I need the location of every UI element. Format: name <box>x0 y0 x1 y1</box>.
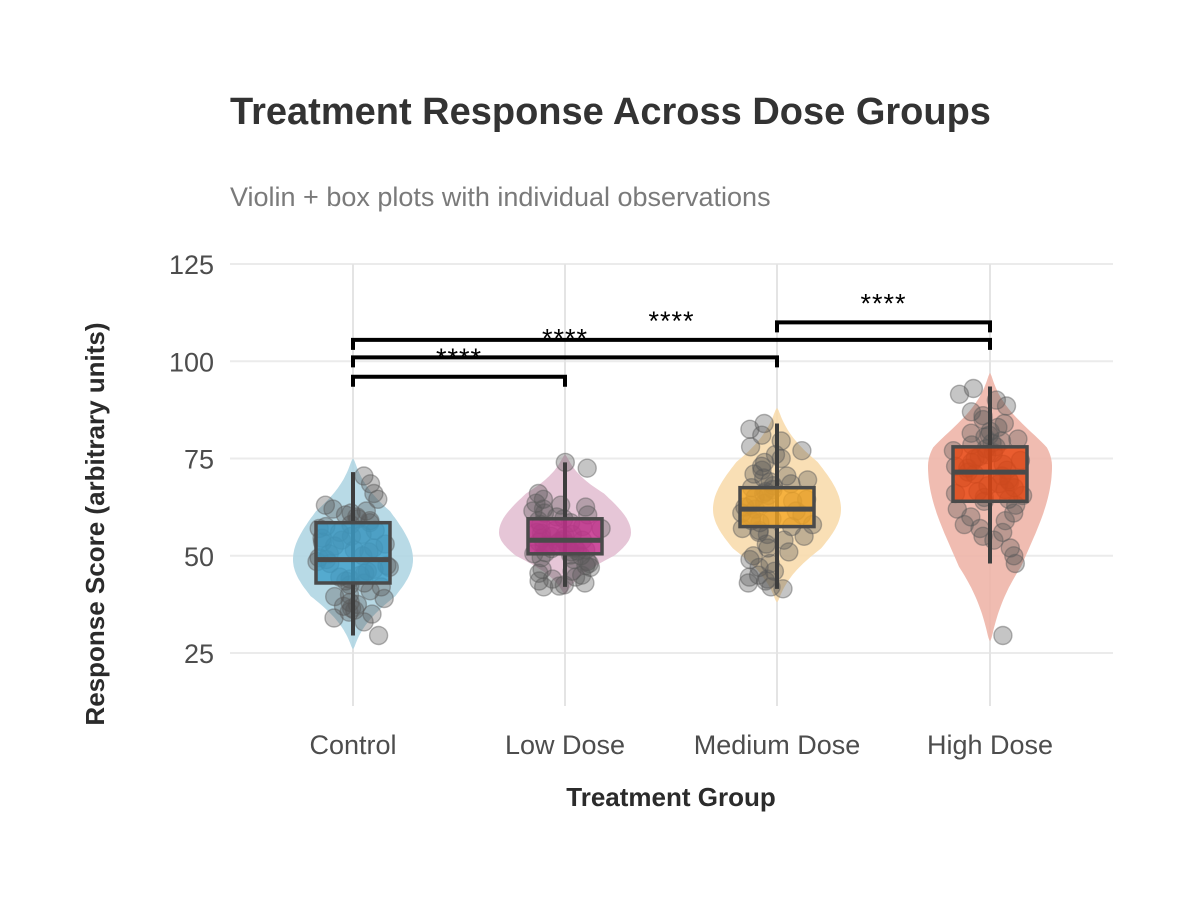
data-point <box>993 522 1013 543</box>
data-point <box>740 549 760 570</box>
data-point <box>323 499 343 519</box>
data-point <box>994 413 1014 434</box>
data-point <box>740 437 761 457</box>
sig-bracket-1 <box>351 355 779 368</box>
data-point <box>575 497 596 517</box>
data-point <box>534 577 554 597</box>
data-point <box>576 555 596 576</box>
data-point <box>771 448 791 469</box>
data-point <box>368 625 389 646</box>
data-point <box>792 441 812 461</box>
data-point <box>315 495 336 515</box>
box-plots <box>314 386 1029 636</box>
data-point <box>360 474 381 494</box>
data-point <box>794 526 814 546</box>
y-axis-title: Response Score (arbitrary units) <box>80 322 110 725</box>
data-point <box>1000 538 1020 558</box>
y-tick-label: 125 <box>169 250 214 280</box>
data-point <box>973 409 993 430</box>
data-point <box>577 458 597 478</box>
data-point <box>1005 553 1025 574</box>
sig-label-3: **** <box>860 288 906 318</box>
box-low-dose <box>526 517 604 556</box>
data-point <box>744 464 764 484</box>
data-point <box>961 507 981 527</box>
x-tick-label: Low Dose <box>505 730 625 760</box>
data-point <box>374 588 394 609</box>
data-point <box>528 483 549 504</box>
data-point <box>575 573 595 593</box>
data-point <box>1004 546 1024 566</box>
x-tick-label: Medium Dose <box>694 730 861 760</box>
data-point <box>368 489 388 509</box>
data-point <box>752 460 772 480</box>
data-point <box>364 483 384 504</box>
data-point <box>754 452 775 473</box>
data-point <box>529 571 549 591</box>
y-tick-labels: 25 50 75 100 125 <box>169 250 214 669</box>
data-point <box>354 612 374 632</box>
x-axis-title: Treatment Group <box>566 782 775 812</box>
data-point <box>743 546 764 566</box>
data-point <box>580 557 601 578</box>
data-point <box>756 571 776 591</box>
data-point <box>961 402 982 422</box>
data-point <box>542 569 563 589</box>
data-point <box>532 559 552 580</box>
chart-title: Treatment Response Across Dose Groups <box>230 91 991 133</box>
sig-label-2: **** <box>648 306 694 336</box>
x-tick-label: Control <box>309 730 396 760</box>
data-point <box>739 567 760 587</box>
data-point <box>325 586 345 607</box>
data-point <box>740 419 760 439</box>
sig-bracket-0 <box>351 374 567 387</box>
data-point <box>961 423 981 443</box>
data-point <box>748 565 769 585</box>
sig-bracket-2 <box>351 337 992 350</box>
data-point <box>749 557 769 578</box>
y-tick-label: 50 <box>184 542 214 572</box>
data-point <box>356 501 376 521</box>
y-tick-label: 75 <box>184 445 214 475</box>
data-point <box>324 608 344 628</box>
data-point <box>754 413 774 434</box>
data-point <box>984 530 1004 550</box>
data-point <box>572 565 592 585</box>
data-point <box>1004 503 1024 523</box>
data-point <box>779 542 799 562</box>
data-point <box>949 384 970 404</box>
data-point <box>954 514 974 535</box>
data-point <box>752 425 772 445</box>
data-point <box>362 604 382 624</box>
data-point <box>529 563 549 583</box>
sig-bracket-3 <box>775 320 992 333</box>
data-point <box>996 396 1017 416</box>
data-point <box>760 553 780 574</box>
data-point <box>533 489 554 509</box>
x-tick-label: High Dose <box>927 730 1053 760</box>
data-point <box>751 456 772 476</box>
y-tick-label: 100 <box>169 347 214 377</box>
data-point <box>963 378 984 399</box>
data-point <box>526 493 546 513</box>
y-tick-label: 25 <box>184 639 214 669</box>
data-point <box>993 625 1013 646</box>
significance-brackets: **************** <box>351 288 992 387</box>
chart-subtitle: Violin + box plots with individual obser… <box>230 182 771 212</box>
data-point <box>995 511 1015 531</box>
x-tick-labels: Control Low Dose Medium Dose High Dose <box>309 730 1053 760</box>
box-control <box>314 520 392 585</box>
data-point <box>738 573 758 593</box>
